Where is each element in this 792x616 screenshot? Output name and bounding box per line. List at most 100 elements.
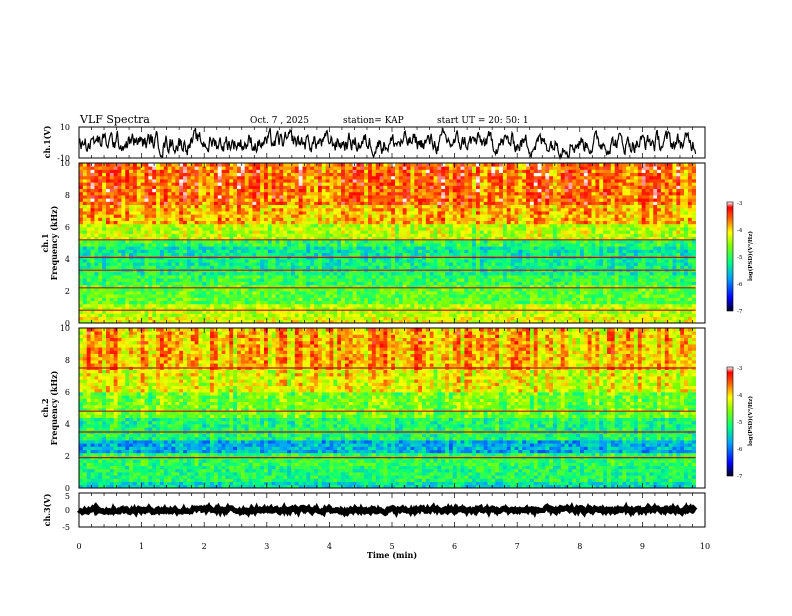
spec-cell (330, 249, 334, 253)
spec-cell (233, 230, 237, 234)
spec-cell (464, 272, 468, 276)
spec-cell (156, 246, 160, 250)
spec-cell (98, 224, 102, 228)
spec-cell (291, 304, 295, 308)
spec-cell (476, 230, 480, 234)
spec-cell (561, 275, 565, 279)
spec-cell (395, 265, 399, 269)
spec-cell (657, 313, 661, 317)
spec-cell (283, 294, 287, 298)
spec-cell (121, 249, 125, 253)
spec-cell (191, 304, 195, 308)
spec-cell (79, 301, 83, 305)
spec-cell (491, 243, 495, 247)
spec-cell (287, 253, 291, 257)
spec-cell (179, 278, 183, 282)
spec-cell (129, 224, 133, 228)
spec-cell (380, 304, 384, 308)
spec-cell (403, 249, 407, 253)
spec-cell (214, 297, 218, 301)
spec-cell (676, 291, 680, 295)
spec-cell (252, 294, 256, 298)
spec-cell (214, 272, 218, 276)
spec-cell (491, 281, 495, 285)
spec-cell (684, 243, 688, 247)
spec-cell (94, 262, 98, 266)
spec-cell (565, 243, 569, 247)
spec-cell (588, 272, 592, 276)
spec-cell (518, 291, 522, 295)
spec-cell (399, 230, 403, 234)
spec-cell (164, 297, 168, 301)
spec-cell (137, 291, 141, 295)
spec-cell (646, 304, 650, 308)
spec-cell (672, 291, 676, 295)
spec-cell (441, 313, 445, 317)
spec-cell (83, 275, 87, 279)
spec-cell (383, 233, 387, 237)
spec-cell (314, 227, 318, 231)
spec-cell (387, 281, 391, 285)
spec-cell (333, 275, 337, 279)
spec-cell (287, 249, 291, 253)
spec-cell (306, 224, 310, 228)
spec-cell (607, 230, 611, 234)
spec-cell (661, 230, 665, 234)
spec-cell (287, 297, 291, 301)
spec-cell (572, 265, 576, 269)
spec-cell (464, 294, 468, 298)
spec-cell (626, 278, 630, 282)
spec-cell (503, 265, 507, 269)
spec-cell (118, 259, 122, 263)
spec-cell (619, 278, 623, 282)
spec-cell (561, 259, 565, 263)
spec-cell (592, 227, 596, 231)
spec-cell (222, 272, 226, 276)
spec-cell (333, 317, 337, 321)
spec-cell (619, 281, 623, 285)
spec-cell (241, 265, 245, 269)
spec-cell (649, 291, 653, 295)
spec-cell (680, 275, 684, 279)
spec-cell (349, 278, 353, 282)
spec-cell (222, 265, 226, 269)
spec-cell (464, 304, 468, 308)
spec-cell (626, 227, 630, 231)
spec-cell (526, 313, 530, 317)
spec-cell (622, 233, 626, 237)
spec-cell (191, 317, 195, 321)
spec-cell (684, 291, 688, 295)
spec-cell (306, 301, 310, 305)
spec-cell (538, 230, 542, 234)
spec-cell (595, 259, 599, 263)
spec-cell (476, 243, 480, 247)
spec-cell (561, 301, 565, 305)
spec-cell (252, 227, 256, 231)
spec-cell (530, 272, 534, 276)
spec-cell (376, 265, 380, 269)
spec-cell (206, 301, 210, 305)
spec-cell (87, 272, 91, 276)
spec-cell (183, 265, 187, 269)
spec-cell (476, 294, 480, 298)
spec-cell (175, 243, 179, 247)
spec-cell (341, 246, 345, 250)
spec-cell (337, 317, 341, 321)
spec-cell (83, 265, 87, 269)
spec-cell (287, 224, 291, 228)
spec-cell (437, 272, 441, 276)
spec-cell (434, 313, 438, 317)
spec-cell (353, 249, 357, 253)
spec-cell (541, 272, 545, 276)
spec-cell (114, 297, 118, 301)
spec-cell (337, 224, 341, 228)
spec-cell (229, 224, 233, 228)
spec-cell (191, 243, 195, 247)
spec-cell (272, 246, 276, 250)
spec-cell (538, 317, 542, 321)
spec-cell (538, 313, 542, 317)
spec-cell (534, 294, 538, 298)
spec-cell (337, 265, 341, 269)
spec-cell (114, 265, 118, 269)
spec-cell (549, 265, 553, 269)
